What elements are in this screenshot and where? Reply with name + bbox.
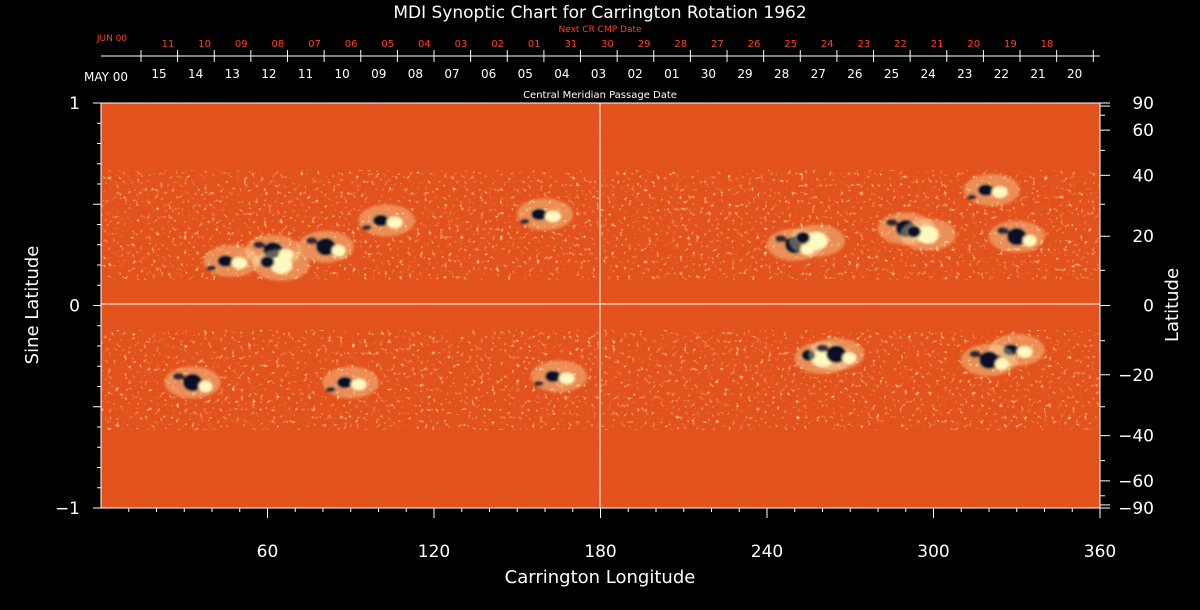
next-cr-date-label: 09 [235,39,248,50]
next-cr-date-label: 29 [638,39,651,50]
next-cr-date-label: 31 [565,39,578,50]
y-right-tick-label: 90 [1132,94,1154,114]
cmp-date-label: 10 [334,67,349,81]
y-right-tick-label: 40 [1132,166,1154,186]
cmp-date-label: 20 [1067,67,1082,81]
y-left-tick-label: 0 [69,297,80,317]
next-cr-date-label: 07 [308,39,321,50]
y-right-tick-label: −60 [1118,472,1154,492]
next-cr-date-label: 23 [858,39,871,50]
next-cr-date-label: 30 [601,39,614,50]
next-cr-date-label: 10 [198,39,211,50]
active-region [517,198,573,231]
next-cr-date-label: 19 [1004,39,1017,50]
next-cr-date-label: 03 [455,39,468,50]
cmp-date-label: 09 [371,67,386,81]
next-cr-date-label: 25 [784,39,797,50]
cmp-date-label: 01 [664,67,679,81]
y-axis-left: 1 0 −1 [55,94,101,519]
active-region [322,366,379,399]
next-cr-date-label: 26 [748,39,761,50]
y-left-tick-label: 1 [69,94,80,114]
active-region [297,230,354,263]
y-right-tick-label: 60 [1132,121,1154,141]
x-tick-label: 360 [1084,542,1116,562]
next-cr-axis-title: Next CR CMP Date [558,25,642,35]
cmp-date-label: 13 [225,67,240,81]
active-region [358,204,415,237]
cmp-date-label: 29 [737,67,752,81]
cmp-date-label: 26 [847,67,862,81]
next-cr-month-label: JUN 00 [96,34,128,44]
cmp-tick-labels: 15 14 13 12 11 10 09 08 07 06 05 04 03 02 01 30 29 28 27 26… [151,67,1082,81]
y-right-tick-label: −40 [1118,427,1154,447]
cmp-month-label: MAY 00 [84,70,128,84]
cmp-date-label: 28 [774,67,789,81]
cmp-date-label: 21 [1030,67,1045,81]
x-tick-label: 240 [751,542,783,562]
cmp-date-label: 24 [921,67,936,81]
x-tick-label: 180 [584,542,616,562]
next-cr-date-label: 20 [967,39,980,50]
x-tick-label: 120 [418,542,450,562]
cmp-date-label: 03 [591,67,606,81]
next-cr-date-label: 08 [272,39,285,50]
x-axis-label: Carrington Longitude [505,567,696,588]
cmp-date-label: 22 [994,67,1009,81]
y-axis-label-left: Sine Latitude [22,246,43,365]
next-cr-date-label: 01 [528,39,541,50]
y-right-tick-label: −20 [1118,366,1154,386]
cmp-date-label: 23 [957,67,972,81]
next-cr-date-label: 24 [821,39,834,50]
y-right-tick-label: −90 [1118,499,1154,519]
cmp-axis-title: Central Meridian Passage Date [523,90,677,101]
active-region [164,366,221,399]
y-right-tick-label: 20 [1132,227,1154,247]
active-region [988,220,1045,253]
active-region [963,174,1020,207]
active-region [530,360,587,393]
cmp-date-label: 11 [298,67,313,81]
active-region [808,338,865,371]
next-cr-date-label: 11 [162,39,175,50]
x-tick-label: 300 [917,542,949,562]
active-region [961,344,1017,377]
cmp-date-label: 07 [444,67,459,81]
chart-title: MDI Synoptic Chart for Carrington Rotati… [393,3,806,23]
y-axis-label-right: Latitude [1162,268,1183,342]
active-region [253,249,310,281]
y-right-tick-label: 0 [1143,297,1154,317]
next-cr-date-label: 21 [931,39,944,50]
next-cr-date-label: 06 [345,39,358,50]
cmp-date-label: 27 [811,67,826,81]
cmp-date-label: 30 [701,67,716,81]
y-left-tick-label: −1 [55,499,80,519]
cmp-date-label: 08 [408,67,423,81]
cmp-date-label: 25 [884,67,899,81]
next-cr-date-label: 28 [674,39,687,50]
cmp-date-label: 04 [554,67,569,81]
next-cr-date-label: 18 [1041,39,1054,50]
next-cr-date-label: 27 [711,39,724,50]
x-tick-label: 60 [257,542,279,562]
next-cr-date-label: 05 [381,39,394,50]
active-region [788,224,845,257]
active-region [899,218,956,251]
next-cr-date-label: 22 [894,39,907,50]
next-cr-tick-labels: 11 10 09 08 07 06 05 04 03 02 01 31 30 29 28 27 26 25 24 23… [162,39,1054,50]
next-cr-date-label: 04 [418,39,431,50]
cmp-date-label: 06 [481,67,496,81]
cmp-date-label: 05 [518,67,533,81]
next-cr-date-label: 02 [491,39,504,50]
y-axis-right: 90 60 40 20 0 −20 −40 −60 −90 [1100,94,1154,519]
cmp-date-label: 15 [151,67,166,81]
cmp-date-label: 02 [628,67,643,81]
cmp-date-label: 12 [261,67,276,81]
cmp-date-label: 14 [188,67,203,81]
x-axis: 60 120 180 240 300 360 [128,508,1116,562]
